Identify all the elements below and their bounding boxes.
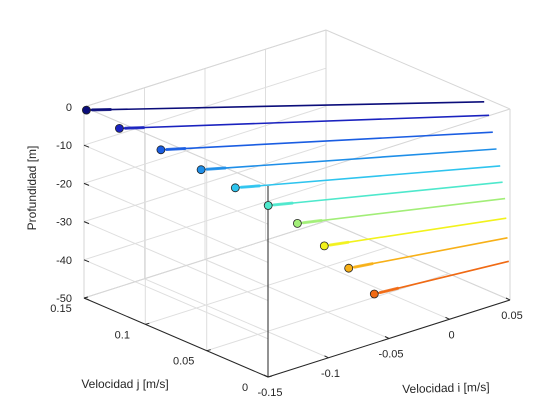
z-tick-label: 0 bbox=[66, 102, 72, 114]
series-5 bbox=[230, 165, 501, 193]
box-edge bbox=[325, 29, 511, 110]
grid-line bbox=[83, 105, 327, 184]
series-2 bbox=[115, 114, 490, 133]
z-tick-label: -10 bbox=[56, 140, 72, 152]
series-marker bbox=[369, 289, 379, 299]
series-marker bbox=[344, 263, 354, 273]
series-line bbox=[160, 131, 493, 151]
series-7 bbox=[292, 197, 506, 228]
grid-line bbox=[83, 182, 327, 261]
series-line bbox=[119, 114, 490, 130]
axes-box bbox=[83, 29, 511, 378]
series-line bbox=[348, 237, 508, 269]
series-marker bbox=[82, 105, 91, 115]
grid-line bbox=[83, 221, 269, 302]
series-9 bbox=[344, 237, 508, 273]
series-layer bbox=[82, 101, 509, 299]
x-tick bbox=[384, 336, 390, 339]
y-tick-label: 0.1 bbox=[115, 329, 130, 341]
grid-line bbox=[83, 67, 327, 146]
x-axis-label: Velocidad i [m/s] bbox=[402, 380, 490, 396]
z-tick bbox=[83, 297, 90, 301]
z-tick-label: -40 bbox=[56, 255, 72, 267]
x-tick-label: -0.1 bbox=[321, 368, 340, 380]
x-tick bbox=[445, 316, 450, 320]
series-marker bbox=[115, 123, 124, 133]
x-tick-label: -0.05 bbox=[378, 349, 403, 361]
x-tick bbox=[324, 355, 329, 359]
grid-line bbox=[265, 239, 450, 320]
grid-line bbox=[145, 246, 388, 325]
y-tick bbox=[267, 375, 273, 378]
y-tick bbox=[206, 349, 211, 352]
series-4 bbox=[196, 148, 497, 175]
grid-line bbox=[144, 278, 329, 359]
grid-line bbox=[83, 144, 327, 223]
x-tick-label: 0.05 bbox=[501, 310, 522, 322]
box-edge bbox=[325, 220, 511, 301]
series-3 bbox=[156, 131, 493, 155]
series-marker bbox=[263, 201, 273, 210]
x-tick bbox=[263, 374, 269, 378]
series-10 bbox=[369, 260, 509, 299]
series-arrow bbox=[353, 262, 374, 269]
series-arrow bbox=[378, 286, 400, 295]
box-edge bbox=[83, 220, 327, 299]
series-8 bbox=[319, 217, 507, 251]
series-arrow bbox=[239, 184, 261, 189]
series-arrow bbox=[272, 201, 294, 207]
series-line bbox=[201, 148, 497, 171]
box-edge bbox=[267, 108, 511, 187]
x-tick-label: -0.15 bbox=[257, 387, 282, 399]
series-line bbox=[268, 181, 503, 207]
z-axis-label: Profundidad [m] bbox=[25, 146, 39, 231]
y-tick-label: 0 bbox=[242, 382, 248, 394]
y-tick-label: 0.15 bbox=[50, 303, 71, 315]
y-tick bbox=[145, 322, 150, 325]
grid-line bbox=[83, 259, 269, 340]
series-arrow bbox=[123, 126, 145, 130]
series-line bbox=[324, 217, 507, 247]
box-edge bbox=[83, 106, 269, 187]
z-tick bbox=[83, 182, 90, 186]
series-6 bbox=[263, 181, 503, 210]
grid-line bbox=[83, 144, 269, 225]
y-axis-line bbox=[83, 297, 269, 378]
z-tick bbox=[83, 144, 90, 148]
x-tick bbox=[505, 297, 511, 301]
series-marker bbox=[292, 218, 302, 228]
z-tick bbox=[83, 259, 90, 263]
series-marker bbox=[196, 165, 206, 175]
series-marker bbox=[230, 183, 240, 193]
series-line bbox=[86, 101, 485, 111]
z-tick bbox=[83, 221, 90, 225]
series-arrow bbox=[205, 166, 227, 171]
tick-layer: -0.15 -0.1 -0.05 0 0.05 0 0.05 0.1 0.15-50 -40 -30… bbox=[50, 102, 522, 399]
series-marker bbox=[156, 145, 166, 155]
series-arrow bbox=[165, 147, 187, 151]
z-tick-label: -50 bbox=[56, 293, 72, 305]
x-tick-label: 0 bbox=[448, 329, 454, 341]
z-tick-label: -30 bbox=[56, 217, 72, 229]
series-1 bbox=[82, 101, 485, 115]
series-line bbox=[235, 165, 501, 189]
series-arrow bbox=[301, 219, 323, 225]
series-arrow bbox=[328, 240, 350, 247]
y-axis-label: Velocidad j [m/s] bbox=[81, 377, 168, 391]
box-edge bbox=[83, 29, 327, 108]
series-line bbox=[297, 197, 506, 225]
series-marker bbox=[319, 241, 329, 251]
grid-line bbox=[204, 259, 390, 339]
y-tick-label: 0.05 bbox=[173, 356, 194, 368]
z-tick-label: -20 bbox=[56, 178, 72, 190]
axis-labels: Velocidad i [m/s] Velocidad j [m/s] Prof… bbox=[25, 146, 490, 397]
